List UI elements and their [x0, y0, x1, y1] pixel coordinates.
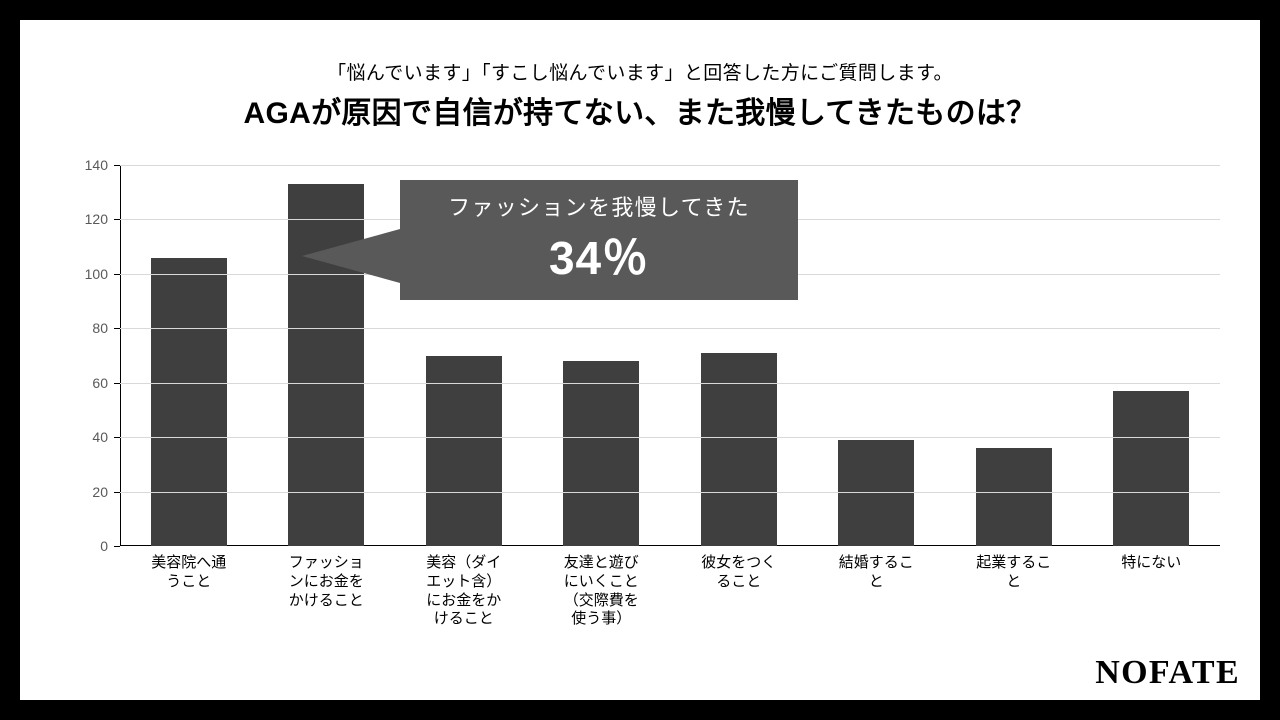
callout-box: ファッションを我慢してきた 34％ [400, 180, 798, 300]
gridline [120, 383, 1220, 384]
ytick-mark [114, 546, 120, 547]
bar [426, 356, 502, 547]
ytick-label: 80 [68, 320, 108, 336]
gridline [120, 437, 1220, 438]
gridline [120, 328, 1220, 329]
ytick-label: 60 [68, 375, 108, 391]
x-axis-label: 起業するこ と [945, 554, 1083, 592]
x-axis-label: 美容院へ通 うこと [120, 554, 258, 592]
x-axis-label: 結婚するこ と [808, 554, 946, 592]
ytick-mark [114, 383, 120, 384]
page-title: AGAが原因で自信が持てない、また我慢してきたものは？ [20, 88, 1260, 132]
x-axis-label: 美容（ダイ エット含） にお金をか けること [395, 554, 533, 629]
ytick-label: 100 [68, 266, 108, 282]
ytick-mark [114, 437, 120, 438]
gridline [120, 165, 1220, 166]
brand-logo: NOFATE [1095, 654, 1240, 692]
callout-line2: 34％ [422, 222, 776, 288]
ytick-label: 140 [68, 157, 108, 173]
slide-frame: 「悩んでいます」「すこし悩んでいます」と回答した方にご質問します。 AGAが原因… [20, 20, 1260, 700]
callout-tail [302, 229, 400, 283]
ytick-mark [114, 492, 120, 493]
x-axis-label: 特にない [1083, 554, 1221, 573]
bar [563, 361, 639, 546]
bar [838, 440, 914, 546]
ytick-mark [114, 274, 120, 275]
ytick-mark [114, 219, 120, 220]
bar [976, 448, 1052, 546]
ytick-mark [114, 165, 120, 166]
bar [1113, 391, 1189, 546]
x-axis-label: ファッショ ンにお金を かけること [258, 554, 396, 610]
gridline [120, 492, 1220, 493]
ytick-label: 20 [68, 484, 108, 500]
ytick-label: 0 [68, 538, 108, 554]
ytick-mark [114, 328, 120, 329]
bar [151, 258, 227, 546]
callout-line1: ファッションを我慢してきた [422, 190, 776, 222]
ytick-label: 40 [68, 429, 108, 445]
x-axis-label: 友達と遊び にいくこと （交際費を 使う事） [533, 554, 671, 629]
x-axis-label: 彼女をつく ること [670, 554, 808, 592]
subtitle: 「悩んでいます」「すこし悩んでいます」と回答した方にご質問します。 [20, 58, 1260, 85]
ytick-label: 120 [68, 211, 108, 227]
